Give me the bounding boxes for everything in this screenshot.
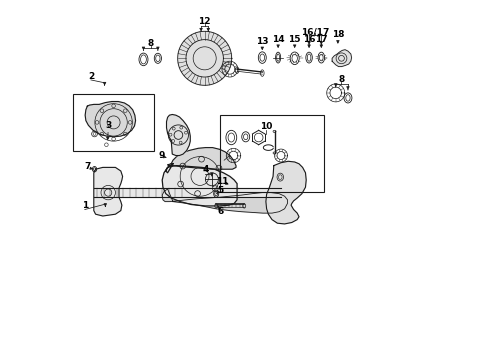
Text: 13: 13	[256, 37, 269, 46]
Text: 16/17: 16/17	[301, 27, 329, 36]
Polygon shape	[266, 161, 306, 224]
Polygon shape	[167, 114, 190, 156]
Polygon shape	[332, 50, 351, 67]
Text: 14: 14	[272, 35, 284, 44]
Text: 2: 2	[88, 72, 94, 81]
Text: 8: 8	[339, 76, 344, 85]
Bar	[73, 94, 154, 151]
Text: 3: 3	[105, 121, 111, 130]
Polygon shape	[94, 167, 122, 216]
Text: 12: 12	[198, 17, 211, 26]
Text: 18: 18	[332, 31, 344, 40]
Polygon shape	[85, 102, 136, 137]
Text: 4: 4	[202, 165, 209, 174]
Text: 15: 15	[289, 35, 301, 44]
Text: 11: 11	[217, 177, 229, 186]
Bar	[220, 115, 324, 192]
Text: 8: 8	[147, 40, 154, 49]
Text: 6: 6	[218, 207, 223, 216]
Polygon shape	[162, 164, 237, 206]
Text: 10: 10	[260, 122, 272, 131]
Text: 17: 17	[315, 35, 328, 44]
Polygon shape	[162, 189, 288, 213]
Text: 16: 16	[303, 35, 316, 44]
Polygon shape	[168, 148, 236, 169]
Polygon shape	[178, 31, 232, 85]
Text: 7: 7	[84, 162, 91, 171]
Text: 5: 5	[218, 186, 223, 195]
Text: 1: 1	[82, 202, 88, 210]
Text: 9: 9	[158, 151, 165, 160]
